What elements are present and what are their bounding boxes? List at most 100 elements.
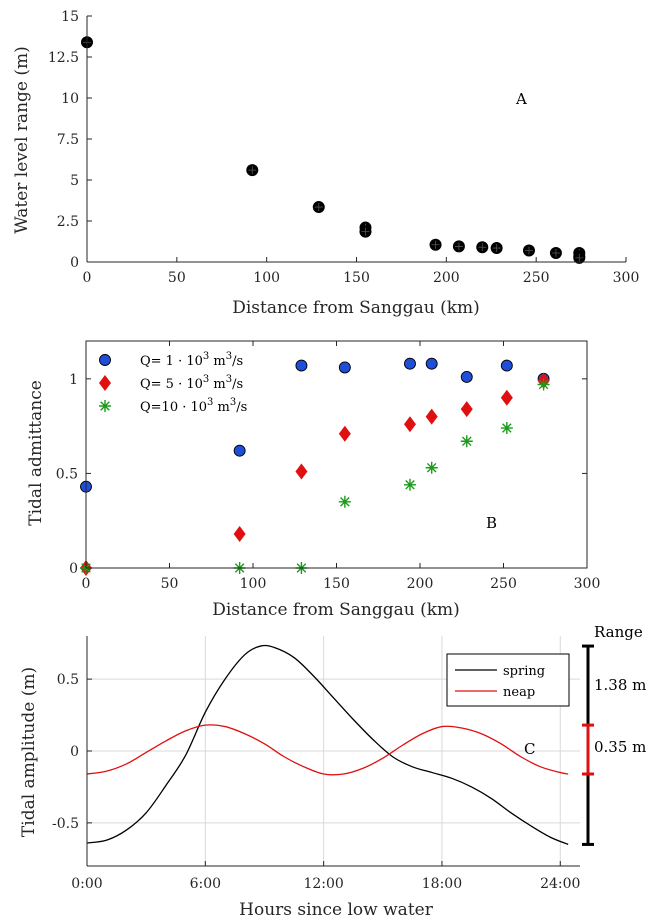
panel-b-x-tick-label: 200 <box>407 576 434 592</box>
panel-b-point-asterisk <box>460 435 473 448</box>
panel-b-ylabel: Tidal admittance <box>26 380 46 526</box>
panel-b-point-diamond <box>500 389 513 406</box>
panel-b-label: B <box>486 514 497 532</box>
panel-a-y-tick-label: 12.5 <box>48 50 79 66</box>
panel-c-range-neap-label: 0.35 m <box>594 738 646 756</box>
panel-c-x-tick-label: 6:00 <box>190 876 221 892</box>
panel-b-point-diamond <box>460 401 473 418</box>
panel-a-points <box>81 36 586 264</box>
panel-b-x-tick-label: 0 <box>82 576 91 592</box>
panel-c-x-tick-label: 18:00 <box>422 876 462 892</box>
panel-c-label: C <box>524 740 535 758</box>
panel-b-y-tick-label: 0 <box>69 561 78 577</box>
panel-b-point-circle <box>500 359 513 372</box>
panel-b-point-diamond <box>403 416 416 433</box>
panel-c-legend: spring neap <box>446 653 570 707</box>
panel-a-point <box>429 238 442 251</box>
panel-b-xlabel: Distance from Sanggau (km) <box>212 600 460 620</box>
panel-b-x-tick-label: 100 <box>240 576 267 592</box>
panel-a-xlabel: Distance from Sanggau (km) <box>232 298 480 318</box>
panel-b-y-tick-label: 1 <box>69 372 78 388</box>
panel-b-x-tick-label: 300 <box>574 576 601 592</box>
panel-b-point-circle <box>425 357 438 370</box>
panel-a-point <box>522 244 535 257</box>
panel-a-point-cross <box>314 203 323 212</box>
panel-b-point-diamond <box>233 525 246 542</box>
panel-b-point-diamond <box>338 425 351 442</box>
panel-a-x-tick-label: 250 <box>523 270 550 286</box>
panel-b-point-circle <box>295 359 308 372</box>
panel-a-point-cross <box>524 246 533 255</box>
panel-b-point-asterisk <box>425 461 438 474</box>
panel-c-legend-label: spring <box>503 664 545 679</box>
panel-c-range-header: Range <box>594 623 643 641</box>
panel-a-point-cross <box>248 166 257 175</box>
panel-a-x-tick-label: 200 <box>433 270 460 286</box>
panel-a-x-tick-label: 150 <box>343 270 370 286</box>
panel-a-x-tick-label: 0 <box>83 270 92 286</box>
panel-a-point <box>490 242 503 255</box>
panel-a-point-cross <box>454 242 463 251</box>
panel-b-point-circle <box>404 357 416 370</box>
panel-a-y-tick-label: 10 <box>61 91 79 107</box>
panel-a-point-cross <box>551 248 560 257</box>
panel-a-point <box>549 246 562 259</box>
panel-c-axes: 0:00 6:00 12:00 18:00 24:00 -0.5 0 0.5 <box>52 636 580 892</box>
panel-a-point <box>246 164 259 177</box>
panel-b-frame <box>85 340 588 569</box>
panel-a-point <box>359 225 372 238</box>
panel-c-ylabel: Tidal amplitude (m) <box>19 667 39 837</box>
panel-b-legend-marker <box>99 375 111 391</box>
panel-a-point-cross <box>575 253 584 262</box>
panel-b-point-diamond <box>295 463 308 480</box>
panel-b-point-asterisk <box>403 478 416 491</box>
panel-c-y-tick-label: 0.5 <box>57 672 79 688</box>
panel-b-axes: 0 50 100 150 200 250 300 0 0.5 1 <box>56 340 601 592</box>
panel-a-y-tick-label: 0 <box>70 255 79 271</box>
panel-a-axes: 0 50 100 150 200 250 300 0 2.5 5 7.5 10 12.5 15 <box>48 9 640 286</box>
panel-c: 0:00 6:00 12:00 18:00 24:00 -0.5 0 0.5 spring ne… <box>19 623 646 920</box>
panel-c-x-tick-label: 12:00 <box>303 876 343 892</box>
panel-b-x-tick-label: 150 <box>323 576 350 592</box>
panel-b-point-asterisk <box>500 422 513 435</box>
panel-c-y-tick-label: 0 <box>70 744 79 760</box>
panel-b-legend-label: Q= 5 · 103 m3/s <box>140 374 243 392</box>
panel-b-point-asterisk <box>537 378 550 391</box>
panel-b-legend: Q= 1 · 103 m3/s Q= 5 · 103 m3/s Q=10 · 103… <box>99 351 247 415</box>
panel-b-point-diamond <box>425 408 438 425</box>
panel-a-point <box>476 241 489 254</box>
panel-b-point-circle <box>233 444 246 457</box>
panel-c-range-bars: Range 1.38 m 0.35 m <box>582 623 646 846</box>
panel-a-y-tick-label: 15 <box>61 9 79 25</box>
panel-b-point-asterisk <box>338 495 351 508</box>
panel-c-lines <box>86 644 569 846</box>
panel-b-legend-marker <box>99 400 111 412</box>
panel-c-line-neap <box>86 724 569 776</box>
panel-c-y-tick-label: -0.5 <box>52 816 79 832</box>
panel-a: 0 50 100 150 200 250 300 0 2.5 5 7.5 10 12.5 15 A Dis… <box>12 9 639 318</box>
panel-c-xlabel: Hours since low water <box>239 900 434 920</box>
panel-c-x-tick-label: 24:00 <box>540 876 580 892</box>
panel-a-point <box>452 240 465 253</box>
panel-a-point <box>573 251 586 264</box>
panel-a-x-tick-label: 100 <box>253 270 280 286</box>
panel-a-point-cross <box>431 240 440 249</box>
panel-c-legend-box <box>446 653 570 707</box>
panel-b-legend-label: Q=10 · 103 m3/s <box>140 397 247 415</box>
panel-a-point-cross <box>492 244 501 253</box>
panel-c-legend-label: neap <box>503 685 535 700</box>
panel-a-y-tick-label: 5 <box>70 173 79 189</box>
panel-a-y-tick-label: 7.5 <box>57 132 79 148</box>
panel-b-point-circle <box>460 370 473 383</box>
panel-b-y-tick-label: 0.5 <box>56 466 78 482</box>
panel-c-range-spring-label: 1.38 m <box>594 676 646 694</box>
panel-c-line-spring <box>86 644 569 846</box>
panel-a-x-tick-label: 50 <box>168 270 186 286</box>
panel-b-legend-marker <box>99 354 111 366</box>
panel-b-legend-label: Q= 1 · 103 m3/s <box>140 351 243 369</box>
panel-a-label: A <box>515 90 527 108</box>
panel-b-x-tick-label: 50 <box>161 576 179 592</box>
panel-a-point-cross <box>361 227 370 236</box>
panel-b-x-tick-label: 250 <box>490 576 517 592</box>
